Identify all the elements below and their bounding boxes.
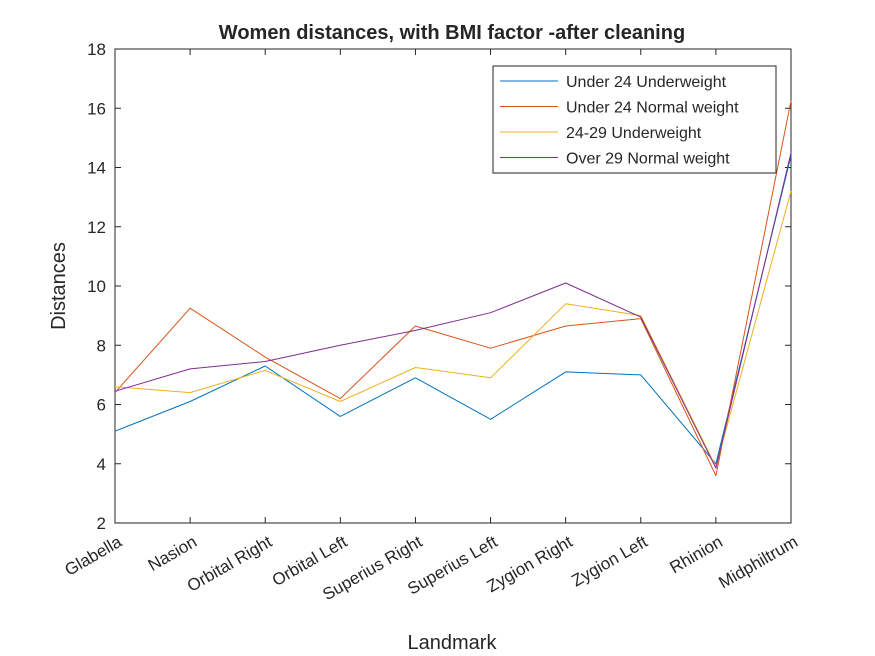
y-tick-label: 10 [87, 277, 106, 296]
legend-box [492, 65, 777, 174]
series-line-3 [114, 191, 792, 468]
x-axis-label: Landmark [408, 632, 498, 654]
y-tick-label: 18 [87, 40, 106, 59]
y-tick-label: 14 [87, 159, 106, 178]
y-tick-label: 4 [97, 455, 106, 474]
legend-label-4: Over 29 Normal weight [566, 151, 730, 168]
legend-label-1: Under 24 Underweight [566, 74, 727, 91]
y-tick-label: 8 [97, 336, 106, 355]
series-lines [114, 100, 792, 477]
chart-title: Women distances, with BMI factor -after … [219, 22, 685, 44]
y-tick-label: 12 [87, 218, 106, 237]
legend-label-2: Under 24 Normal weight [566, 100, 739, 117]
series-line-4 [114, 152, 792, 469]
y-axis: 2 4 6 8 10 12 14 16 18 [87, 40, 791, 533]
y-tick-label: 16 [87, 99, 106, 118]
y-axis-label: Distances [48, 242, 70, 330]
series-line-2 [114, 100, 792, 477]
y-tick-label: 6 [97, 396, 106, 415]
legend-label-3: 24-29 Underweight [566, 125, 702, 142]
y-tick-label: 2 [97, 514, 106, 533]
legend: Under 24 Underweight Under 24 Normal weig… [492, 65, 777, 174]
series-line-1 [114, 155, 792, 465]
